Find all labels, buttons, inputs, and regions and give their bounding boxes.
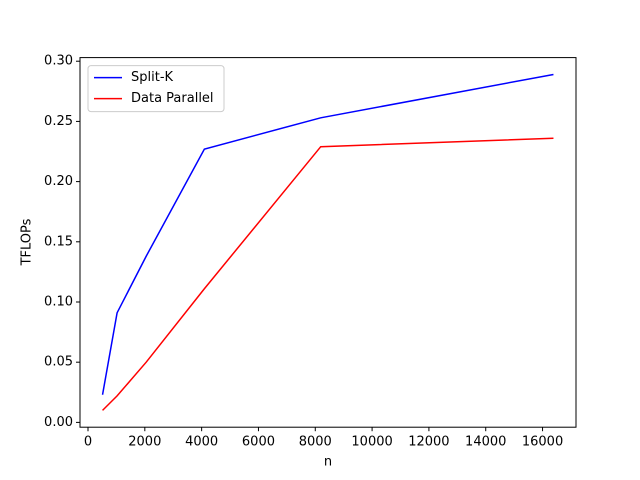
x-tick-label: 2000 (128, 435, 161, 450)
legend-label: Split-K (131, 70, 174, 85)
x-tick-label: 8000 (299, 435, 332, 450)
legend-label: Data Parallel (131, 91, 214, 106)
x-axis-label: n (324, 455, 332, 470)
y-tick-label: 0.20 (44, 174, 73, 189)
y-tick-label: 0.00 (44, 415, 73, 430)
y-tick-label: 0.10 (44, 294, 73, 309)
y-tick-label: 0.05 (44, 355, 73, 370)
series-line (102, 137, 554, 411)
y-tick-label: 0.25 (44, 114, 73, 129)
plot-frame (79, 57, 577, 428)
x-tick-label: 12000 (408, 435, 449, 450)
x-tick-label: 6000 (242, 435, 275, 450)
x-tick-label: 0 (84, 435, 92, 450)
x-tick-label: 10000 (351, 435, 392, 450)
series-line (101, 73, 554, 395)
x-tick-label: 16000 (522, 435, 563, 450)
y-axis-label: TFLOPs (20, 218, 35, 266)
y-tick-label: 0.30 (44, 54, 73, 69)
y-tick-label: 0.15 (44, 234, 73, 249)
x-tick-label: 14000 (465, 435, 506, 450)
x-tick-label: 4000 (185, 435, 218, 450)
